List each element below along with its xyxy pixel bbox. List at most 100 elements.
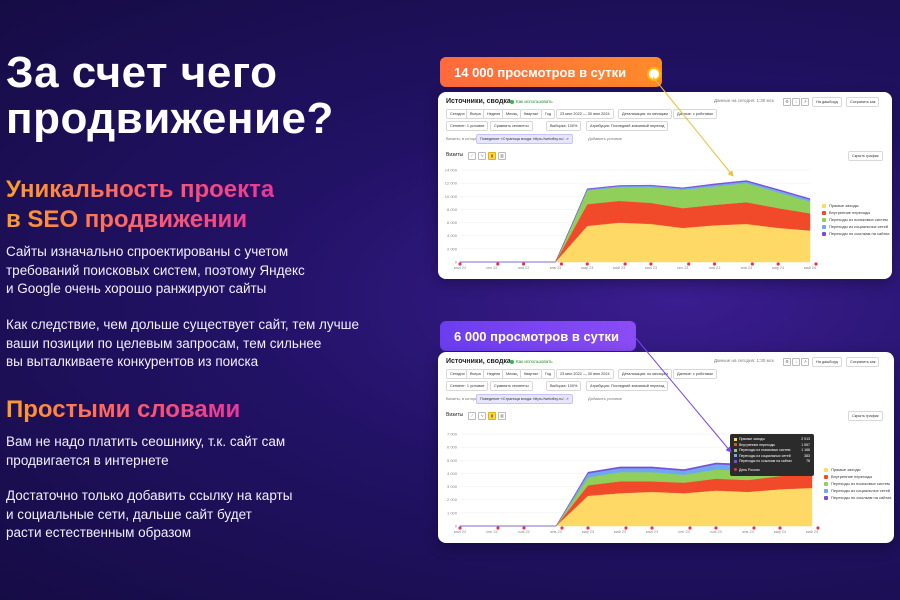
save-as-button[interactable]: Сохранить как: [846, 97, 880, 107]
filter-chip[interactable]: Поведение «Страница входа: https://welof…: [476, 394, 573, 404]
event-marker[interactable]: [714, 526, 718, 530]
event-marker[interactable]: [496, 262, 500, 266]
add-to-dashboard-button[interactable]: На дашборд: [812, 357, 842, 367]
event-marker[interactable]: [585, 262, 589, 266]
event-marker[interactable]: [522, 526, 526, 530]
x-tick-label: мар 23: [581, 266, 593, 270]
share-icon[interactable]: ↗: [801, 358, 809, 366]
area-chart-icon[interactable]: ∿: [478, 152, 486, 160]
legend-item[interactable]: Переходы из социальных сетей: [824, 487, 892, 494]
legend-item[interactable]: Переходы по ссылкам на сайтах: [822, 230, 890, 237]
event-marker[interactable]: [814, 262, 818, 266]
legend-item[interactable]: Внутренние переходы: [824, 473, 892, 480]
chart-tab-visits[interactable]: Визиты: [446, 152, 464, 158]
x-tick-label: июл 23: [645, 266, 657, 270]
legend-label: Переходы из социальных сетей: [829, 224, 889, 230]
bar-chart-icon[interactable]: ▥: [498, 152, 506, 160]
add-to-dashboard-button[interactable]: На дашборд: [812, 97, 842, 107]
event-marker[interactable]: [522, 262, 526, 266]
text-line: Сайты изначально спроектированы с учетом: [6, 244, 289, 259]
event-marker[interactable]: [776, 262, 780, 266]
stacked-chart-icon[interactable]: ▮: [488, 152, 496, 160]
event-marker[interactable]: [496, 526, 500, 530]
share-icon[interactable]: ↗: [801, 98, 809, 106]
tooltip-row: Переходы из поисковых систем 1 166: [734, 448, 810, 454]
save-as-button[interactable]: Сохранить как: [846, 357, 880, 367]
date-range-picker[interactable]: 23 июл 2022 — 30 июн 2024: [556, 109, 614, 119]
legend-item[interactable]: Переходы из социальных сетей: [822, 223, 890, 230]
event-marker[interactable]: [752, 526, 756, 530]
settings-icon[interactable]: ⚙: [783, 358, 791, 366]
event-marker[interactable]: [688, 526, 692, 530]
x-tick-label: мар 24: [772, 266, 784, 270]
metrika-report-bottom: Источники, сводка Как использовать Данны…: [438, 352, 894, 543]
settings-icon[interactable]: ⚙: [783, 98, 791, 106]
event-marker[interactable]: [560, 526, 564, 530]
stacked-chart-icon[interactable]: ▮: [488, 412, 496, 420]
event-marker[interactable]: [559, 262, 564, 266]
event-marker[interactable]: [778, 526, 782, 530]
legend-label: Внутренние переходы: [831, 474, 873, 480]
segment-button[interactable]: Сегмент: 1 условие: [446, 121, 489, 131]
chart-tab-visits[interactable]: Визиты: [446, 412, 464, 418]
download-icon[interactable]: ↓: [792, 358, 800, 366]
add-condition-link[interactable]: Добавить условие: [588, 136, 622, 141]
text-line: и Google очень хорошо ранжируют сайты: [6, 281, 267, 296]
legend-label: Переходы по ссылкам на сайтах: [829, 231, 890, 237]
tooltip-label: Переходы из поисковых систем: [739, 448, 791, 452]
event-marker[interactable]: [458, 526, 462, 530]
report-help-link[interactable]: Как использовать: [510, 359, 553, 364]
y-tick-label: 2 000: [447, 497, 458, 502]
legend-swatch: [824, 496, 828, 501]
sample-select[interactable]: Выборка: 100%: [546, 121, 582, 131]
event-marker[interactable]: [586, 526, 590, 530]
tooltip-label: Внутренние переходы: [739, 442, 776, 447]
legend-item[interactable]: Переходы из поисковых систем: [822, 216, 890, 223]
legend-item[interactable]: Прямые заходы: [822, 202, 890, 209]
event-marker[interactable]: [650, 526, 654, 530]
event-marker[interactable]: [623, 262, 627, 266]
event-marker[interactable]: [624, 526, 628, 530]
event-marker[interactable]: [458, 262, 462, 266]
legend-item[interactable]: Внутренние переходы: [822, 209, 890, 216]
period-year[interactable]: Год: [541, 109, 556, 119]
period-year[interactable]: Год: [541, 369, 556, 379]
date-range-picker[interactable]: 23 июл 2022 — 30 июн 2024: [556, 369, 614, 379]
legend-label: Переходы по ссылкам на сайтах: [831, 495, 892, 501]
legend-item[interactable]: Переходы по ссылкам на сайтах: [824, 494, 892, 501]
text-line: ваши позиции по целевым запросам, тем си…: [6, 335, 322, 351]
y-tick-label: 7 000: [447, 432, 458, 437]
legend-item[interactable]: Прямые заходы: [824, 466, 892, 473]
section1-paragraph-1: Сайты изначально спроектированы с учетом…: [6, 243, 416, 299]
segment-button[interactable]: Сегмент: 1 условие: [446, 381, 489, 391]
legend-swatch: [822, 232, 826, 237]
section2-paragraph-2: Достаточно только добавить ссылку на кар…: [6, 487, 416, 543]
y-tick-label: 6 000: [447, 445, 458, 450]
text-line: Достаточно только добавить ссылку на кар…: [6, 488, 293, 503]
event-marker[interactable]: [649, 262, 653, 266]
bar-chart-icon[interactable]: ▥: [498, 412, 506, 420]
tooltip-label: Переходы из социальных сетей: [739, 453, 791, 458]
event-marker[interactable]: [816, 526, 820, 530]
section1-heading-line-1: Уникальность проекта: [6, 176, 275, 203]
tooltip-label: Переходы по ссылкам на сайтах: [739, 459, 792, 463]
legend-label: Переходы из социальных сетей: [831, 488, 891, 494]
line-chart-icon[interactable]: ⟋: [468, 152, 476, 160]
download-icon[interactable]: ↓: [792, 98, 800, 106]
report-last-update: Данные на сегодня: 1:30 мск: [714, 358, 774, 363]
y-tick-label: 5 000: [447, 458, 458, 463]
hide-chart-button[interactable]: Скрыть график: [848, 411, 883, 421]
add-condition-link[interactable]: Добавить условие: [588, 396, 622, 401]
hide-chart-button[interactable]: Скрыть график: [848, 151, 883, 161]
event-marker[interactable]: [687, 262, 691, 266]
report-help-link[interactable]: Как использовать: [510, 99, 553, 104]
legend-item[interactable]: Переходы из поисковых систем: [824, 480, 892, 487]
sample-select[interactable]: Выборка: 100%: [546, 381, 582, 391]
compare-segments-button[interactable]: Сравнить сегменты: [490, 381, 533, 391]
event-marker[interactable]: [712, 262, 717, 266]
area-chart-icon[interactable]: ∿: [478, 412, 486, 420]
event-marker[interactable]: [750, 262, 754, 266]
filter-chip[interactable]: Поведение «Страница входа: https://welof…: [476, 134, 573, 144]
line-chart-icon[interactable]: ⟋: [468, 412, 476, 420]
compare-segments-button[interactable]: Сравнить сегменты: [490, 121, 533, 131]
